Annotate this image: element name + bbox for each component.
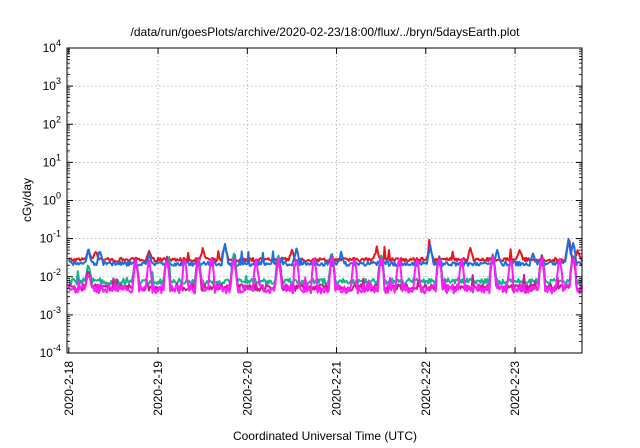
y-tick-label: 101 [43,152,61,169]
series-line [67,255,583,295]
y-tick-label: 100 [43,191,61,208]
series-group [67,237,583,295]
x-tick-label: 2020-2-21 [330,361,344,416]
x-tick-label: 2020-2-20 [240,361,254,416]
series-line [68,238,583,263]
y-axis-label: cGy/day [20,178,34,222]
y-tick-label: 102 [43,114,61,131]
x-tick-label: 2020-2-18 [62,361,76,416]
y-tick-label: 10-4 [40,343,61,360]
x-tick-label: 2020-2-23 [508,361,522,416]
y-tick-label: 103 [43,76,61,93]
x-tick-label: 2020-2-19 [151,361,165,416]
y-tick-label: 104 [43,38,61,55]
x-tick-label: 2020-2-22 [419,361,433,416]
grid [67,48,582,353]
series-line [67,237,583,267]
ticks-group: 10-4 10-3 10-2 10-1 100 101 102 103 104 2020-2-18… [40,38,582,416]
chart-title: /data/run/goesPlots/archive/2020-02-23/1… [131,25,521,39]
y-tick-label: 10-3 [40,305,61,322]
plot-frame [66,47,583,354]
x-axis-label: Coordinated Universal Time (UTC) [233,429,417,443]
y-tick-label: 10-2 [40,267,61,284]
y-tick-label: 10-1 [40,229,61,246]
